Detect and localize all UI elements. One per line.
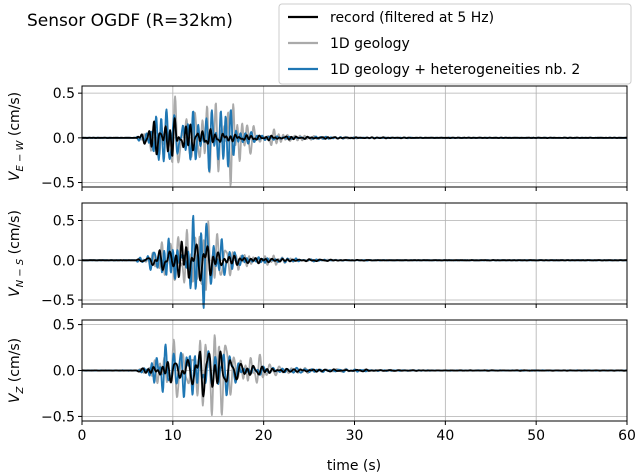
y-tick-label: 0.5 (53, 213, 75, 229)
x-tick-label: 60 (618, 428, 636, 444)
series-line-0 (81, 117, 628, 157)
panels: −0.5 0.0 0.5 VE − W (cm/s) −0.5 0.0 0.5 VN − S … (7, 85, 636, 444)
x-tick-label: 20 (255, 428, 273, 444)
legend-label-heterogeneities: 1D geology + heterogeneities nb. 2 (330, 62, 580, 78)
series-line-0 (81, 240, 628, 282)
x-tick-label: 40 (436, 428, 454, 444)
y-axis-label: VN − S (cm/s) (7, 210, 26, 297)
panel-ns: −0.5 0.0 0.5 VN − S (cm/s) (7, 202, 628, 309)
panel-ew: −0.5 0.0 0.5 VE − W (cm/s) (7, 85, 628, 192)
x-tick-label: 50 (527, 428, 545, 444)
x-tick-label: 10 (164, 428, 182, 444)
y-tick-label: 0.0 (53, 364, 75, 380)
legend-label-record: record (filtered at 5 Hz) (330, 10, 494, 26)
y-tick-label: 0.5 (53, 86, 75, 102)
chart-title: Sensor OGDF (R=32km) (27, 11, 233, 31)
y-tick-label: 0.5 (53, 318, 75, 334)
y-tick-label: 0.0 (53, 253, 75, 269)
panel-z: −0.5 0.0 0.5 VZ (cm/s) 0 10 20 30 40 50 60 (7, 318, 636, 444)
legend-frame (278, 3, 632, 85)
x-tick-label: 0 (78, 428, 87, 444)
legend-label-1d-geology: 1D geology (330, 36, 410, 52)
x-tick-label: 30 (346, 428, 364, 444)
y-axis-label: VE − W (cm/s) (7, 92, 26, 181)
series-line-0 (81, 350, 628, 398)
y-axis-label: VZ (cm/s) (7, 338, 26, 403)
y-tick-label: −0.5 (41, 409, 75, 425)
y-tick-label: −0.5 (41, 176, 75, 192)
y-tick-label: 0.0 (53, 131, 75, 147)
legend: record (filtered at 5 Hz) 1D geology 1D … (278, 3, 632, 85)
y-tick-label: −0.5 (41, 293, 75, 309)
x-axis-label: time (s) (327, 458, 381, 474)
